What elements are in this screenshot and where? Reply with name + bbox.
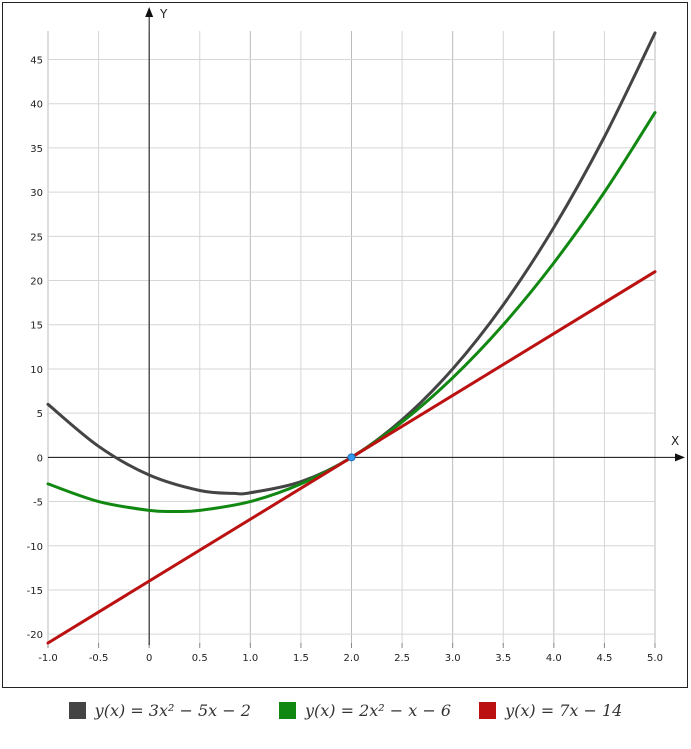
bottom-strip — [0, 735, 691, 749]
x-tick-label: 4.0 — [546, 653, 562, 664]
y-tick-label: -15 — [27, 586, 43, 597]
legend-swatch — [68, 701, 86, 719]
chart-plot: -1.0 -0.5 0 0.5 1.0 1.5 2.0 2.5 3.0 3.5 4.0 4.5 5.0 4… — [27, 7, 685, 664]
x-tick-label: 1.0 — [242, 653, 258, 664]
x-axis-label: X — [671, 434, 679, 448]
legend-label: y(x) = 2x² − x − 6 — [304, 700, 452, 720]
y-tick-label: 40 — [30, 100, 43, 111]
tick-labels: -1.0 -0.5 0 0.5 1.0 1.5 2.0 2.5 3.0 3.5 4.0 4.5 5.0 4… — [27, 56, 663, 664]
chart-frame: -1.0 -0.5 0 0.5 1.0 1.5 2.0 2.5 3.0 3.5 4.0 4.5 5.0 4… — [2, 2, 688, 688]
x-tick-label: 1.5 — [293, 653, 309, 664]
x-tick-label: 3.5 — [495, 653, 511, 664]
x-tick-label: 0 — [146, 653, 152, 664]
legend: y(x) = 3x² − 5x − 2 y(x) = 2x² − x − 6 y(x… — [0, 690, 691, 730]
legend-item-2: y(x) = 2x² − x − 6 — [278, 700, 452, 720]
y-tick-label: 45 — [30, 56, 43, 67]
legend-item-1: y(x) = 3x² − 5x − 2 — [68, 700, 251, 720]
legend-swatch — [278, 701, 296, 719]
x-tick-label: 0.5 — [192, 653, 208, 664]
y-tick-label: 30 — [30, 188, 43, 199]
intersection-point — [347, 453, 356, 462]
x-tick-label: 5.0 — [647, 653, 663, 664]
grid — [47, 31, 656, 648]
x-tick-label: 4.5 — [596, 653, 612, 664]
y-tick-label: -20 — [27, 630, 43, 641]
y-tick-label: -5 — [33, 498, 43, 509]
x-tick-label: -1.0 — [38, 653, 58, 664]
x-tick-label: 3.0 — [445, 653, 461, 664]
annotation-points — [347, 453, 356, 462]
y-tick-label: 25 — [30, 232, 43, 243]
axes — [48, 7, 685, 645]
y-tick-label: 0 — [37, 453, 43, 464]
y-tick-label: 15 — [30, 321, 43, 332]
legend-label: y(x) = 7x − 14 — [505, 700, 623, 720]
y-axis-arrow — [145, 7, 154, 17]
y-axis-label: Y — [159, 7, 168, 21]
x-axis-arrow — [675, 453, 685, 462]
legend-label: y(x) = 3x² − 5x − 2 — [94, 700, 251, 720]
y-tick-label: -10 — [27, 542, 43, 553]
legend-swatch — [479, 701, 497, 719]
x-tick-label: 2.5 — [394, 653, 410, 664]
y-tick-label: 10 — [30, 365, 43, 376]
legend-item-3: y(x) = 7x − 14 — [479, 701, 622, 720]
y-tick-label: 20 — [30, 277, 43, 288]
x-tick-label: -0.5 — [89, 653, 109, 664]
x-tick-label: 2.0 — [344, 653, 360, 664]
y-tick-label: 35 — [30, 144, 43, 155]
y-tick-label: 5 — [37, 409, 43, 420]
